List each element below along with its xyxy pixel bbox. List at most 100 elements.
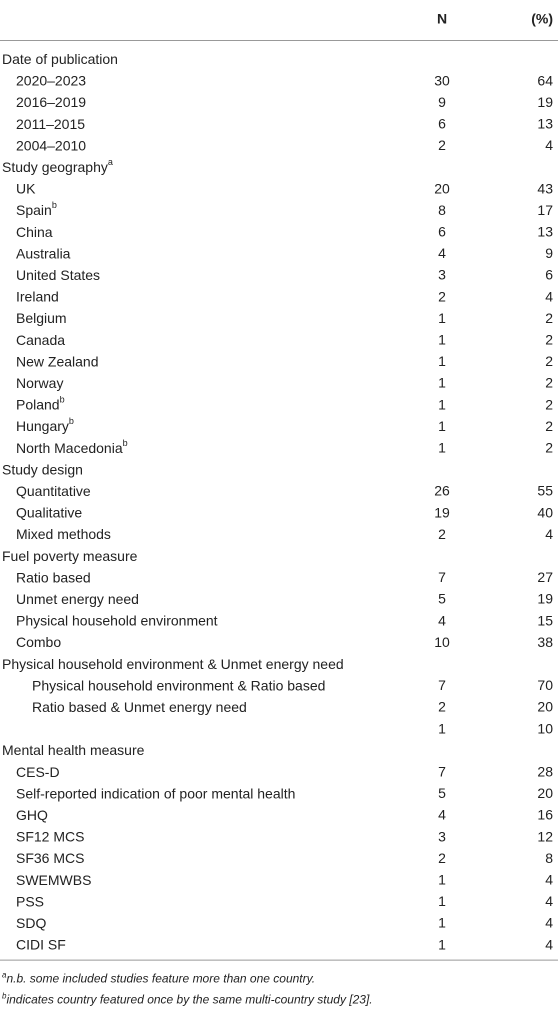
cell-pct: 20 — [537, 785, 553, 801]
row-label-text: Spain — [16, 202, 52, 218]
cell-pct: 64 — [537, 72, 553, 88]
cell-n: 1 — [438, 332, 446, 348]
cell-pct: 19 — [537, 94, 553, 110]
footnote-text: indicates country featured once by the s… — [6, 993, 372, 1007]
section-title-text: Fuel poverty measure — [2, 548, 138, 564]
row-label-text: 2004–2010 — [16, 137, 86, 153]
row-label-text: Ratio based — [16, 569, 91, 585]
cell-n: 1 — [438, 375, 446, 391]
row-label: North Macedoniab — [16, 438, 128, 455]
row-label: CES-D — [16, 764, 60, 780]
cell-pct: 19 — [537, 591, 553, 607]
row-label: Ratio based — [16, 569, 91, 585]
row-label-text: Self-reported indication of poor mental … — [16, 785, 295, 801]
cell-n: 7 — [438, 677, 446, 693]
section-title-text: Study geography — [2, 159, 108, 175]
row-label-text: PSS — [16, 893, 44, 909]
cell-n: 26 — [434, 483, 450, 499]
cell-n: 30 — [434, 72, 450, 88]
row-label-text: Belgium — [16, 310, 67, 326]
cell-n: 1 — [438, 440, 446, 456]
row-label-text: CES-D — [16, 764, 60, 780]
cell-n: 9 — [438, 94, 446, 110]
row-label-text: Qualitative — [16, 504, 82, 520]
cell-n: 2 — [438, 288, 446, 304]
cell-pct: 2 — [545, 396, 553, 412]
row-label: 2004–2010 — [16, 137, 86, 153]
row-label-text: CIDI SF — [16, 936, 66, 952]
footnote-mark: a — [2, 970, 7, 979]
row-label-text: Norway — [16, 375, 63, 391]
cell-pct: 4 — [545, 915, 553, 931]
cell-n: 2 — [438, 699, 446, 715]
row-label: Self-reported indication of poor mental … — [16, 785, 295, 801]
cell-pct: 2 — [545, 310, 553, 326]
cell-pct: 4 — [545, 137, 553, 153]
row-label-text: China — [16, 224, 53, 240]
row-label: 2016–2019 — [16, 94, 86, 110]
row-label: Physical household environment — [16, 612, 218, 628]
cell-pct: 2 — [545, 332, 553, 348]
row-label: Spainb — [16, 201, 57, 218]
section-title-text: Study design — [2, 461, 83, 477]
note-mark: a — [108, 157, 113, 167]
row-label: UK — [16, 180, 36, 196]
cell-pct: 8 — [545, 850, 553, 866]
section-title: Fuel poverty measure — [2, 548, 138, 564]
row-label: SDQ — [16, 915, 46, 931]
row-label-text: SF36 MCS — [16, 850, 84, 866]
cell-pct: 17 — [537, 202, 553, 218]
row-label: Ratio based & Unmet energy need — [32, 699, 247, 715]
cell-pct: 13 — [537, 224, 553, 240]
cell-n: 6 — [438, 116, 446, 132]
row-label-text: Canada — [16, 332, 65, 348]
header-n: N — [437, 11, 447, 27]
cell-pct: 4 — [545, 936, 553, 952]
section-title: Study design — [2, 461, 83, 477]
header-pct: (%) — [531, 11, 553, 27]
row-label: Polandb — [16, 395, 65, 412]
cell-n: 4 — [438, 807, 446, 823]
cell-pct: 15 — [537, 612, 553, 628]
row-label: Australia — [16, 245, 71, 261]
row-label-text: SDQ — [16, 915, 46, 931]
row-label: Ireland — [16, 288, 59, 304]
cell-pct: 28 — [537, 764, 553, 780]
row-label: Combo — [16, 634, 61, 650]
row-label: 2011–2015 — [16, 116, 85, 132]
section-title: Physical household environment & Unmet e… — [2, 656, 344, 672]
cell-n: 1 — [438, 353, 446, 369]
cell-pct: 4 — [545, 872, 553, 888]
cell-n: 7 — [438, 569, 446, 585]
section-title: Date of publication — [2, 51, 118, 67]
cell-n: 20 — [434, 180, 450, 196]
cell-pct: 10 — [537, 720, 553, 736]
cell-pct: 2 — [545, 375, 553, 391]
row-label-text: UK — [16, 180, 36, 196]
section-title: Study geographya — [2, 157, 113, 174]
row-label: Unmet energy need — [16, 591, 139, 607]
footnote-text: n.b. some included studies feature more … — [6, 972, 315, 986]
note-mark: b — [69, 417, 74, 427]
cell-n: 7 — [438, 764, 446, 780]
cell-n: 1 — [438, 396, 446, 412]
note-mark: b — [52, 201, 57, 211]
row-label: Canada — [16, 332, 65, 348]
row-label-text: Ratio based & Unmet energy need — [32, 699, 247, 715]
row-label: Norway — [16, 375, 63, 391]
note-mark: b — [60, 395, 65, 405]
cell-n: 10 — [434, 634, 450, 650]
cell-pct: 40 — [537, 504, 553, 520]
cell-n: 1 — [438, 872, 446, 888]
cell-n: 1 — [438, 893, 446, 909]
cell-pct: 20 — [537, 699, 553, 715]
row-label: GHQ — [16, 807, 48, 823]
cell-pct: 55 — [537, 483, 553, 499]
cell-pct: 2 — [545, 353, 553, 369]
row-label-text: New Zealand — [16, 353, 99, 369]
cell-n: 1 — [438, 720, 446, 736]
cell-pct: 43 — [537, 180, 553, 196]
row-label: Hungaryb — [16, 417, 74, 434]
row-label: 2020–2023 — [16, 72, 86, 88]
row-label: SWEMWBS — [16, 872, 91, 888]
